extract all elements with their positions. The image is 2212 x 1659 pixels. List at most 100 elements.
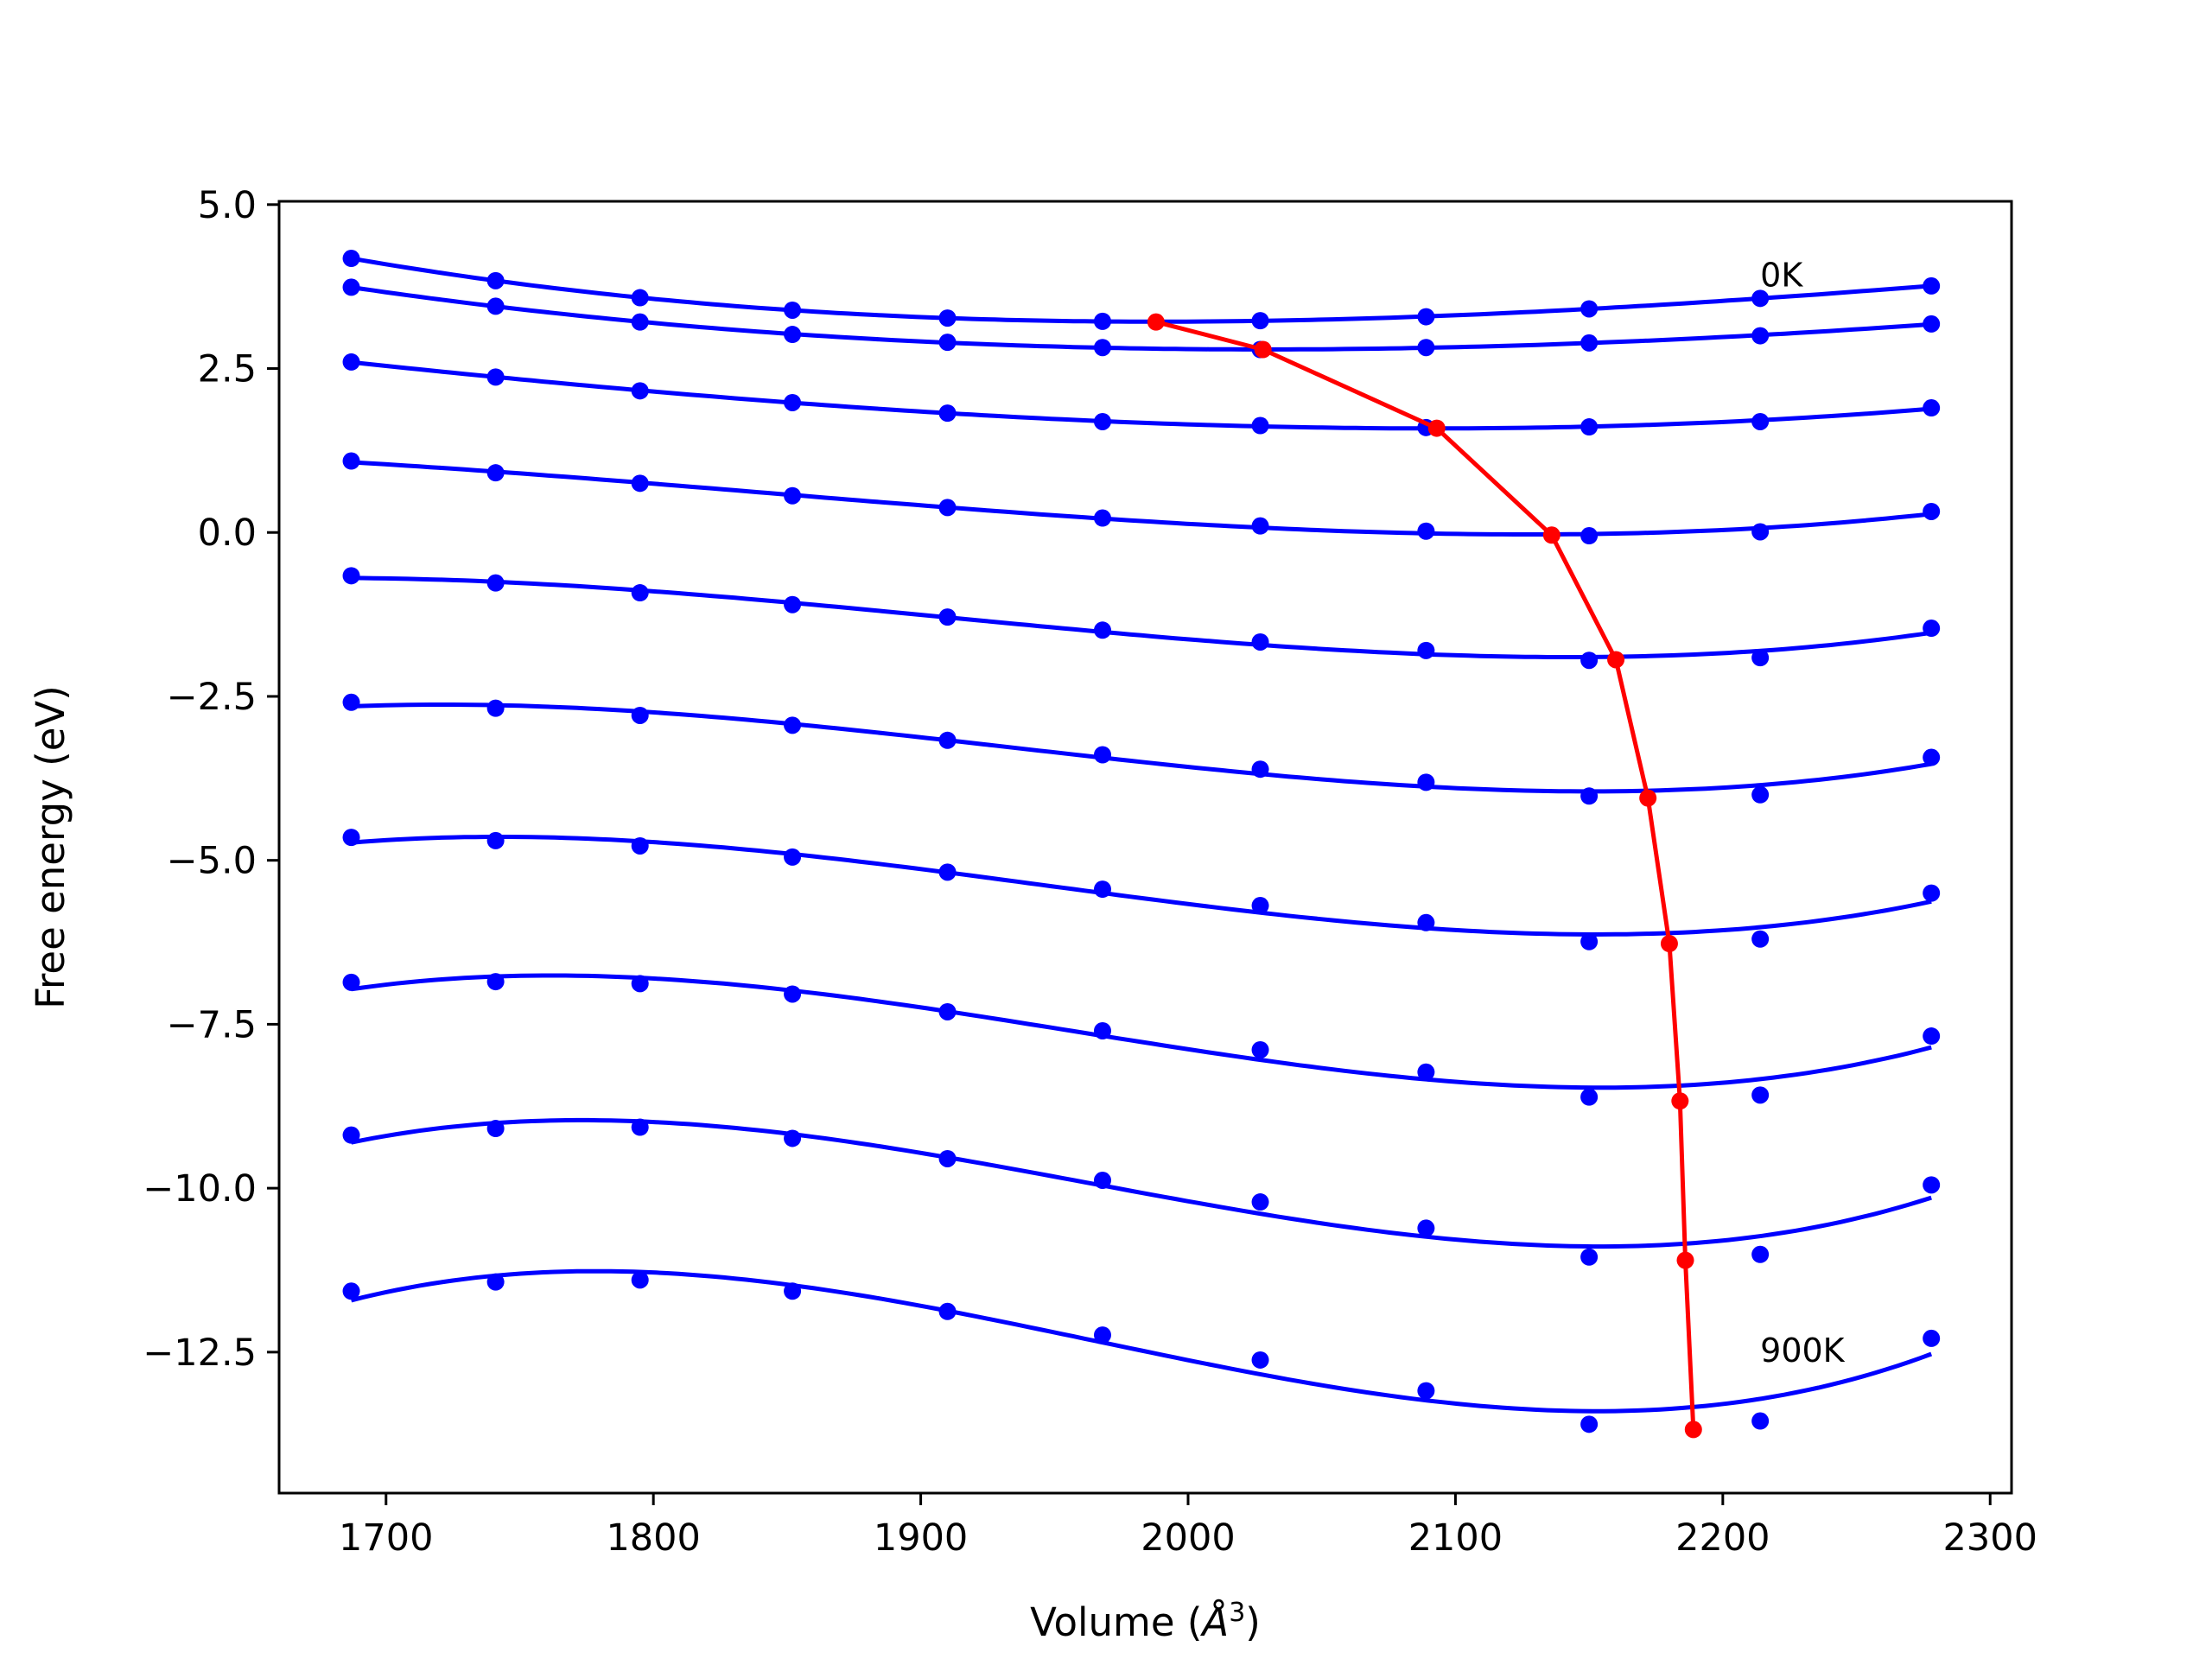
series-curve (351, 256, 1932, 324)
data-point (1580, 932, 1599, 950)
data-point (938, 608, 957, 626)
data-point (1751, 1086, 1770, 1104)
series-curve (350, 1268, 1933, 1414)
minimum-point (1671, 1092, 1689, 1110)
data-point (1580, 1088, 1599, 1106)
data-point (631, 289, 649, 307)
data-point (486, 368, 505, 386)
data-point (1751, 930, 1770, 948)
data-point (1923, 502, 1941, 520)
data-point (342, 693, 360, 711)
data-point (631, 1271, 649, 1289)
data-point (486, 831, 505, 849)
minimum-path-line (1155, 320, 1696, 1430)
data-point (486, 1273, 505, 1291)
data-point (1417, 1382, 1435, 1400)
x-axis-label-text: Volume ( (1030, 1599, 1202, 1645)
x-tick-label: 1900 (874, 1516, 968, 1560)
annotation-label: 0K (1760, 257, 1803, 295)
data-point (1580, 300, 1599, 318)
data-point (1751, 327, 1770, 345)
data-point (1580, 527, 1599, 545)
data-point (486, 574, 505, 592)
data-point (342, 250, 360, 268)
series-4 (342, 452, 1941, 545)
series-5 (342, 567, 1941, 670)
data-point (1751, 1245, 1770, 1263)
data-point (1580, 334, 1599, 352)
data-point (1093, 412, 1111, 430)
minimum-point (1254, 340, 1272, 359)
minimum-point (1676, 1251, 1694, 1269)
data-point (1417, 1219, 1435, 1237)
data-point (784, 716, 802, 734)
data-point (938, 1002, 957, 1020)
data-point (1093, 880, 1111, 899)
series-curve (351, 460, 1932, 537)
x-tick-label: 2200 (1675, 1516, 1770, 1560)
data-point (1751, 1412, 1770, 1430)
minimum-point (1542, 526, 1560, 544)
series-1 (342, 250, 1941, 330)
data-point (631, 975, 649, 993)
data-point (938, 404, 957, 423)
data-point (1251, 1040, 1269, 1058)
data-point (1923, 315, 1941, 333)
series-curve (351, 1117, 1932, 1249)
data-point (1417, 913, 1435, 931)
data-point (1251, 312, 1269, 330)
axes-frame (277, 200, 2013, 1495)
data-point (784, 393, 802, 411)
data-point (1923, 884, 1941, 902)
data-point (631, 584, 649, 602)
data-point (784, 985, 802, 1003)
data-point (784, 1282, 802, 1300)
data-point (938, 334, 957, 352)
series-9 (342, 1117, 1941, 1266)
data-point (1251, 517, 1269, 535)
data-point (1751, 649, 1770, 667)
data-point (342, 567, 360, 585)
data-point (1093, 339, 1111, 357)
minimum-point (1684, 1421, 1702, 1439)
series-curve (351, 575, 1932, 659)
data-point (1093, 1172, 1111, 1190)
series-8 (342, 973, 1941, 1106)
series-curve (351, 702, 1932, 794)
y-tick-label: 2.5 (198, 348, 257, 391)
data-point (784, 301, 802, 319)
data-point (1923, 748, 1941, 766)
data-point (938, 863, 957, 881)
data-point (631, 706, 649, 724)
data-point (1093, 312, 1111, 330)
minimum-point (1147, 313, 1165, 331)
minimum-point (1639, 789, 1657, 807)
data-point (342, 278, 360, 296)
data-point (1093, 1326, 1111, 1344)
data-point (342, 1126, 360, 1144)
data-point (938, 499, 957, 517)
data-point (342, 1282, 360, 1300)
data-point (1251, 632, 1269, 651)
x-tick-label: 2100 (1408, 1516, 1503, 1560)
data-point (631, 474, 649, 493)
data-point (938, 1149, 957, 1167)
data-point (1580, 1248, 1599, 1266)
x-axis-ticks: 1700 1800 1900 2000 2100 2200 2300 (339, 1493, 2037, 1560)
series-curve (351, 973, 1932, 1090)
data-point (486, 1120, 505, 1138)
data-point (1923, 1329, 1941, 1347)
data-point (1580, 787, 1599, 805)
data-point (784, 595, 802, 613)
y-tick-label: −10.0 (143, 1167, 257, 1211)
data-point (1923, 1176, 1941, 1194)
data-point (1251, 1193, 1269, 1211)
data-point (1580, 652, 1599, 670)
data-point (1417, 641, 1435, 659)
data-point (1751, 523, 1770, 541)
minimum-path-layer (1147, 313, 1702, 1439)
data-point (1251, 416, 1269, 435)
data-point (342, 973, 360, 991)
